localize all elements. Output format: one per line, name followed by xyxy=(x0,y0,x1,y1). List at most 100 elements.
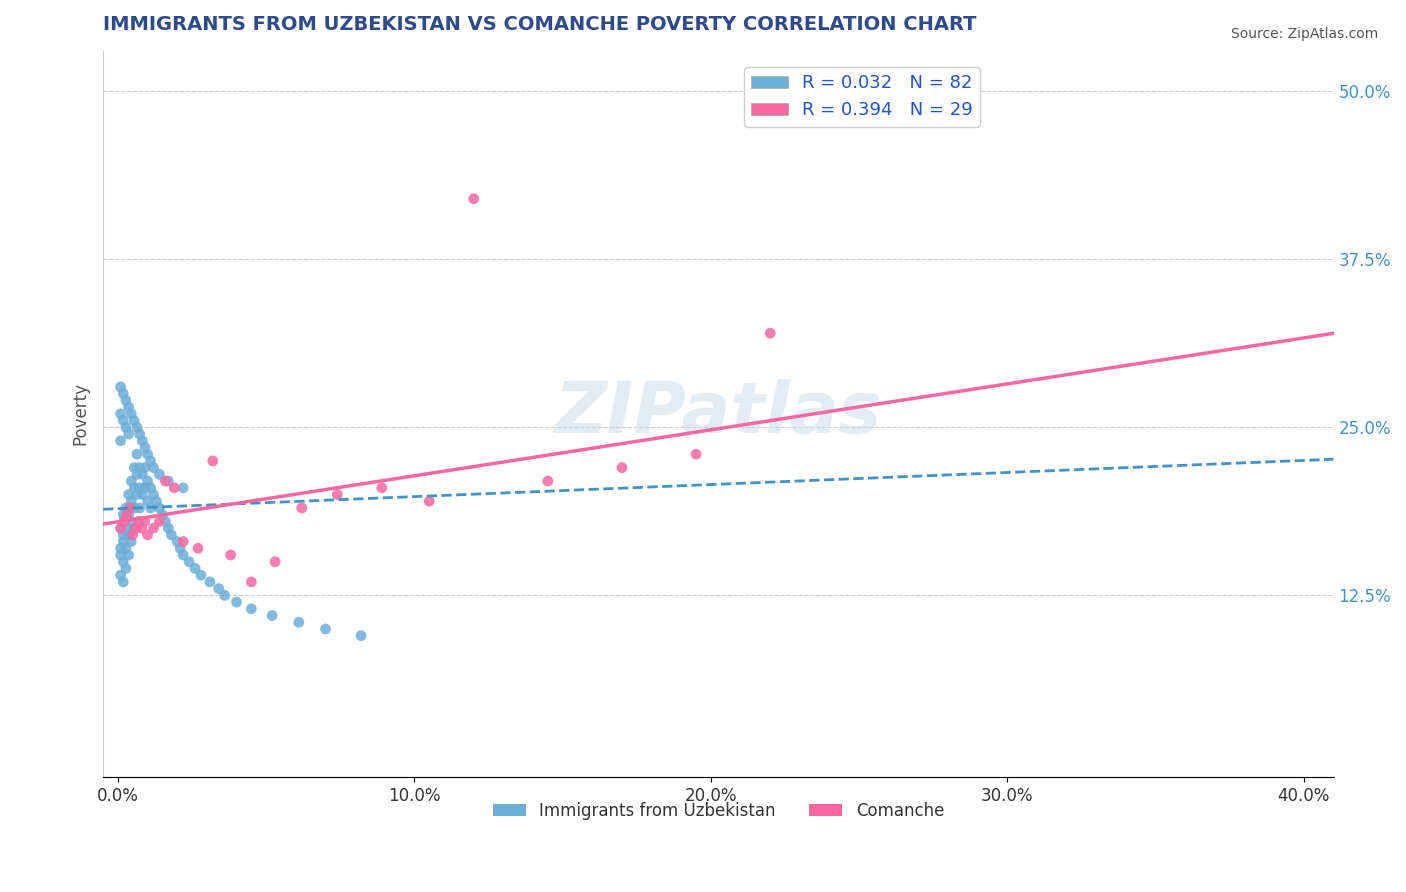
Point xyxy=(172,548,194,562)
Point xyxy=(117,508,139,522)
Y-axis label: Poverty: Poverty xyxy=(72,383,89,445)
Point xyxy=(125,487,148,501)
Point xyxy=(120,494,142,508)
Point xyxy=(160,528,183,542)
Point xyxy=(139,481,162,495)
Point xyxy=(125,467,148,482)
Point xyxy=(110,380,132,394)
Point xyxy=(418,494,440,508)
Point xyxy=(125,521,148,535)
Point xyxy=(128,481,150,495)
Point xyxy=(112,555,135,569)
Point xyxy=(120,534,142,549)
Point xyxy=(121,528,143,542)
Point xyxy=(125,447,148,461)
Point xyxy=(117,427,139,442)
Point xyxy=(115,508,138,522)
Point xyxy=(610,460,633,475)
Point xyxy=(128,427,150,442)
Point xyxy=(117,400,139,414)
Point xyxy=(155,474,177,488)
Point xyxy=(537,474,560,488)
Point xyxy=(136,494,159,508)
Point xyxy=(326,487,349,501)
Text: IMMIGRANTS FROM UZBEKISTAN VS COMANCHE POVERTY CORRELATION CHART: IMMIGRANTS FROM UZBEKISTAN VS COMANCHE P… xyxy=(103,15,977,34)
Point xyxy=(142,521,165,535)
Point xyxy=(115,561,138,575)
Point xyxy=(118,500,141,515)
Point xyxy=(131,434,153,448)
Point xyxy=(152,508,174,522)
Point xyxy=(166,534,188,549)
Point xyxy=(117,548,139,562)
Point xyxy=(112,413,135,427)
Point xyxy=(122,460,145,475)
Point xyxy=(112,515,135,529)
Point xyxy=(148,467,170,482)
Point xyxy=(134,460,156,475)
Point xyxy=(463,192,485,206)
Point xyxy=(288,615,311,630)
Point xyxy=(112,386,135,401)
Point xyxy=(198,574,221,589)
Legend: Immigrants from Uzbekistan, Comanche: Immigrants from Uzbekistan, Comanche xyxy=(486,796,950,827)
Point xyxy=(157,521,180,535)
Point xyxy=(128,500,150,515)
Point xyxy=(240,602,263,616)
Text: Source: ZipAtlas.com: Source: ZipAtlas.com xyxy=(1230,27,1378,41)
Point xyxy=(179,555,201,569)
Text: ZIPatlas: ZIPatlas xyxy=(554,379,882,449)
Point xyxy=(225,595,247,609)
Point xyxy=(685,447,707,461)
Point xyxy=(110,521,132,535)
Point xyxy=(134,515,156,529)
Point xyxy=(112,508,135,522)
Point xyxy=(157,474,180,488)
Point xyxy=(131,487,153,501)
Point xyxy=(112,574,135,589)
Point xyxy=(219,548,242,562)
Point xyxy=(291,500,314,515)
Point xyxy=(112,528,135,542)
Point xyxy=(136,528,159,542)
Point xyxy=(371,481,394,495)
Point xyxy=(201,454,224,468)
Point xyxy=(110,407,132,421)
Point xyxy=(169,541,191,556)
Point xyxy=(122,481,145,495)
Point xyxy=(759,326,782,341)
Point xyxy=(139,454,162,468)
Point xyxy=(187,541,209,556)
Point xyxy=(117,528,139,542)
Point xyxy=(142,487,165,501)
Point xyxy=(214,588,236,602)
Point xyxy=(115,393,138,408)
Point xyxy=(350,629,373,643)
Point xyxy=(145,494,167,508)
Point xyxy=(190,568,212,582)
Point xyxy=(115,420,138,434)
Point xyxy=(117,487,139,501)
Point xyxy=(120,474,142,488)
Point xyxy=(134,481,156,495)
Point xyxy=(112,534,135,549)
Point xyxy=(110,541,132,556)
Point xyxy=(240,574,263,589)
Point xyxy=(131,521,153,535)
Point xyxy=(136,474,159,488)
Point xyxy=(136,447,159,461)
Point xyxy=(314,622,336,636)
Point xyxy=(128,515,150,529)
Point xyxy=(163,481,186,495)
Point xyxy=(262,608,284,623)
Point xyxy=(115,500,138,515)
Point xyxy=(131,467,153,482)
Point xyxy=(115,541,138,556)
Point xyxy=(110,521,132,535)
Point xyxy=(110,568,132,582)
Point xyxy=(148,515,170,529)
Point xyxy=(120,515,142,529)
Point xyxy=(122,500,145,515)
Point xyxy=(208,582,231,596)
Point xyxy=(115,521,138,535)
